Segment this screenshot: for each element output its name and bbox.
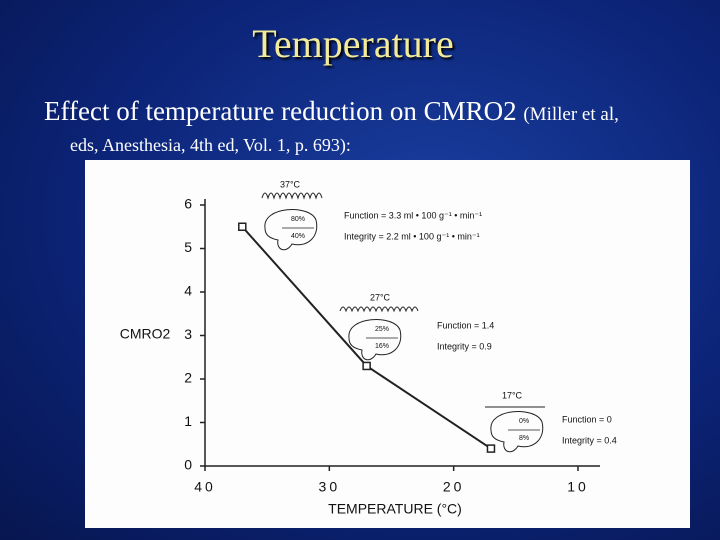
annotation-temp: 37°C [280, 179, 301, 189]
y-tick-label: 2 [184, 370, 192, 386]
annotation-integrity: Integrity = 0.9 [437, 341, 492, 351]
data-point [486, 444, 496, 453]
eeg-wave [261, 192, 323, 200]
eeg-wave [339, 306, 419, 313]
y-tick-label: 6 [184, 196, 192, 212]
annotation-lower: 16% [375, 343, 389, 350]
y-tick-label: 1 [184, 413, 192, 429]
y-tick-label: 3 [184, 326, 192, 342]
citation: eds, Anesthesia, 4th ed, Vol. 1, p. 693)… [70, 135, 351, 155]
brain-icon [348, 319, 402, 361]
annotation-function: Function = 1.4 [437, 320, 494, 330]
y-axis-label: CMRO2 [120, 326, 171, 342]
annotation-integrity: Integrity = 0.4 [562, 435, 617, 445]
subtitle: Effect of temperature reduction on CMRO2 [44, 96, 517, 126]
y-tick-label: 5 [184, 239, 192, 255]
slide-title: Temperature [252, 21, 454, 66]
annotation-function: Function = 0 [562, 414, 612, 424]
annotation-upper: 25% [375, 326, 389, 333]
y-tick-label: 4 [184, 283, 192, 299]
x-tick-label: 30 [319, 479, 341, 495]
annotation-lower: 40% [291, 233, 305, 240]
data-point [238, 222, 247, 231]
data-point [362, 361, 371, 371]
brain-icon [264, 209, 318, 251]
annotation-upper: 80% [291, 216, 305, 223]
citation: (Miller et al, [523, 104, 619, 125]
annotation-temp: 27°C [370, 292, 391, 302]
annotation-upper: 0% [519, 418, 529, 425]
x-tick-label: 40 [194, 479, 216, 495]
subtitle-line: Effect of temperature reduction on CMRO2… [44, 96, 619, 127]
annotation-lower: 8% [519, 435, 529, 442]
x-axis-label: TEMPERATURE (°C) [328, 501, 462, 517]
annotation-function: Function = 3.3 ml • 100 g⁻¹ • min⁻¹ [344, 210, 482, 220]
annotation-integrity: Integrity = 2.2 ml • 100 g⁻¹ • min⁻¹ [344, 231, 480, 241]
y-tick-label: 0 [184, 457, 192, 473]
brain-icon [490, 411, 544, 453]
x-tick-label: 20 [443, 479, 465, 495]
annotation-temp: 17°C [502, 390, 523, 400]
x-tick-label: 10 [567, 479, 589, 495]
